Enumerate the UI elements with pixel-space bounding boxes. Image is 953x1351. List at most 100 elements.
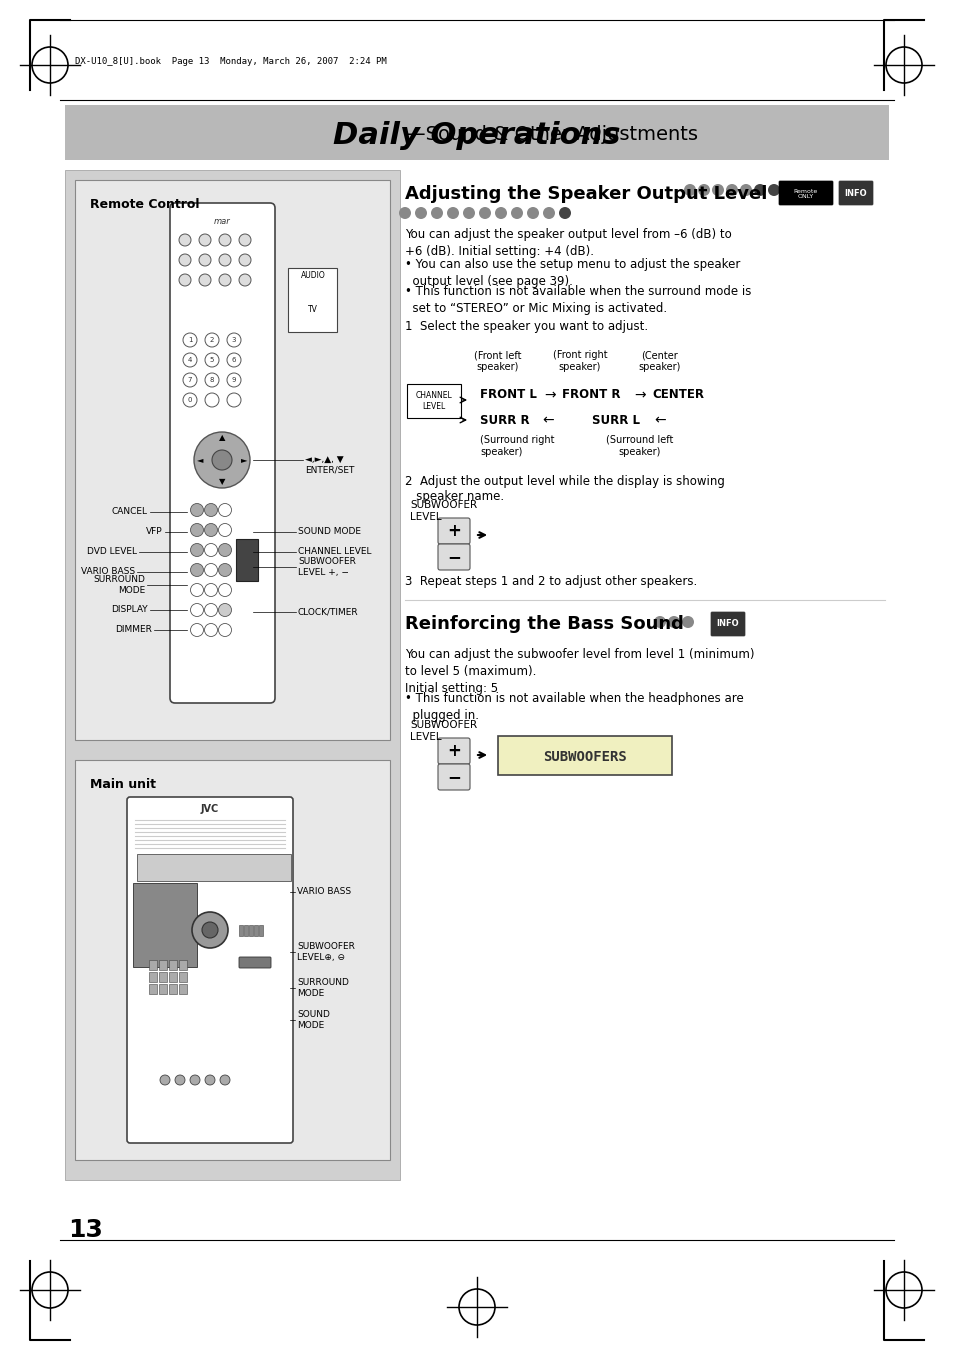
Text: • This function is not available when the surround mode is
  set to “STEREO” or : • This function is not available when th… bbox=[405, 285, 751, 315]
Text: ▲: ▲ bbox=[218, 434, 225, 443]
FancyBboxPatch shape bbox=[132, 884, 196, 967]
Text: SUBWOOFERS: SUBWOOFERS bbox=[542, 750, 626, 765]
Circle shape bbox=[174, 1075, 185, 1085]
FancyBboxPatch shape bbox=[288, 267, 336, 332]
FancyBboxPatch shape bbox=[159, 959, 168, 970]
Text: 2  Adjust the output level while the display is showing
   speaker name.: 2 Adjust the output level while the disp… bbox=[405, 476, 724, 503]
Text: VARIO BASS: VARIO BASS bbox=[81, 567, 135, 577]
FancyBboxPatch shape bbox=[244, 924, 248, 935]
Text: Reinforcing the Bass Sound: Reinforcing the Bass Sound bbox=[405, 615, 683, 634]
FancyBboxPatch shape bbox=[405, 340, 884, 459]
Circle shape bbox=[202, 921, 218, 938]
Text: 0: 0 bbox=[188, 397, 193, 403]
FancyBboxPatch shape bbox=[710, 612, 744, 636]
FancyBboxPatch shape bbox=[170, 984, 177, 993]
Circle shape bbox=[753, 184, 765, 196]
Circle shape bbox=[191, 584, 203, 597]
Text: —Sound & Other Adjustments: —Sound & Other Adjustments bbox=[255, 126, 698, 145]
Circle shape bbox=[192, 912, 228, 948]
FancyBboxPatch shape bbox=[437, 517, 470, 544]
Text: Remote
ONLY: Remote ONLY bbox=[793, 189, 818, 200]
Circle shape bbox=[462, 207, 475, 219]
FancyBboxPatch shape bbox=[170, 959, 177, 970]
Circle shape bbox=[227, 353, 241, 367]
Circle shape bbox=[179, 274, 191, 286]
Text: −: − bbox=[447, 767, 460, 786]
Circle shape bbox=[199, 234, 211, 246]
Circle shape bbox=[179, 254, 191, 266]
Circle shape bbox=[199, 274, 211, 286]
Circle shape bbox=[218, 523, 232, 536]
Circle shape bbox=[218, 624, 232, 636]
Text: You can adjust the speaker output level from –6 (dB) to
+6 (dB). Initial setting: You can adjust the speaker output level … bbox=[405, 228, 731, 258]
Circle shape bbox=[218, 504, 232, 516]
Text: Adjusting the Speaker Output Level: Adjusting the Speaker Output Level bbox=[405, 185, 766, 203]
Circle shape bbox=[219, 254, 231, 266]
FancyBboxPatch shape bbox=[838, 181, 872, 205]
Text: SURR R: SURR R bbox=[479, 413, 529, 427]
FancyBboxPatch shape bbox=[779, 181, 832, 205]
FancyBboxPatch shape bbox=[179, 959, 188, 970]
Text: (Front right
speaker): (Front right speaker) bbox=[552, 350, 607, 373]
FancyBboxPatch shape bbox=[159, 971, 168, 981]
Circle shape bbox=[183, 353, 196, 367]
Circle shape bbox=[227, 332, 241, 347]
Text: 7: 7 bbox=[188, 377, 193, 382]
Text: ▼: ▼ bbox=[218, 477, 225, 486]
FancyBboxPatch shape bbox=[127, 797, 293, 1143]
Text: CHANNEL
LEVEL: CHANNEL LEVEL bbox=[416, 392, 452, 411]
Circle shape bbox=[190, 1075, 200, 1085]
Circle shape bbox=[218, 584, 232, 597]
Circle shape bbox=[218, 563, 232, 577]
Circle shape bbox=[191, 604, 203, 616]
Text: CENTER: CENTER bbox=[651, 389, 703, 401]
FancyBboxPatch shape bbox=[437, 738, 470, 765]
Text: 3: 3 bbox=[232, 336, 236, 343]
FancyBboxPatch shape bbox=[137, 854, 291, 881]
Circle shape bbox=[239, 274, 251, 286]
FancyBboxPatch shape bbox=[159, 984, 168, 993]
FancyBboxPatch shape bbox=[65, 170, 399, 1179]
Circle shape bbox=[239, 254, 251, 266]
Text: 2: 2 bbox=[210, 336, 214, 343]
FancyBboxPatch shape bbox=[437, 544, 470, 570]
FancyBboxPatch shape bbox=[407, 384, 460, 417]
Text: 4: 4 bbox=[188, 357, 192, 363]
Circle shape bbox=[183, 393, 196, 407]
FancyBboxPatch shape bbox=[75, 761, 390, 1161]
Text: DX-U10_8[U].book  Page 13  Monday, March 26, 2007  2:24 PM: DX-U10_8[U].book Page 13 Monday, March 2… bbox=[75, 58, 386, 66]
Text: SURROUND
MODE: SURROUND MODE bbox=[296, 978, 349, 997]
Circle shape bbox=[526, 207, 538, 219]
Text: SOUND MODE: SOUND MODE bbox=[297, 527, 360, 536]
Circle shape bbox=[654, 616, 665, 628]
Text: →: → bbox=[543, 388, 556, 403]
Text: SURR L: SURR L bbox=[592, 413, 639, 427]
Text: Daily Operations: Daily Operations bbox=[333, 120, 620, 150]
FancyBboxPatch shape bbox=[150, 971, 157, 981]
Text: SOUND
MODE: SOUND MODE bbox=[296, 1011, 330, 1029]
Circle shape bbox=[199, 254, 211, 266]
Text: 5: 5 bbox=[210, 357, 214, 363]
Text: →: → bbox=[634, 388, 645, 403]
Text: +: + bbox=[447, 521, 460, 540]
Circle shape bbox=[191, 543, 203, 557]
Text: mar: mar bbox=[213, 218, 230, 227]
FancyBboxPatch shape bbox=[75, 180, 390, 740]
Text: 9: 9 bbox=[232, 377, 236, 382]
Circle shape bbox=[542, 207, 555, 219]
Text: SURROUND
MODE: SURROUND MODE bbox=[93, 576, 145, 594]
FancyBboxPatch shape bbox=[239, 924, 243, 935]
Circle shape bbox=[767, 184, 780, 196]
Text: DIMMER: DIMMER bbox=[115, 626, 152, 635]
Circle shape bbox=[431, 207, 442, 219]
Circle shape bbox=[191, 624, 203, 636]
Text: ←: ← bbox=[654, 413, 665, 427]
Text: SUBWOOFER
LEVEL: SUBWOOFER LEVEL bbox=[410, 500, 476, 521]
Text: INFO: INFO bbox=[716, 620, 739, 628]
Circle shape bbox=[160, 1075, 170, 1085]
Text: (Front left
speaker): (Front left speaker) bbox=[474, 350, 521, 373]
Circle shape bbox=[191, 504, 203, 516]
Circle shape bbox=[205, 353, 219, 367]
Circle shape bbox=[558, 207, 571, 219]
Text: ◄: ◄ bbox=[196, 455, 203, 465]
